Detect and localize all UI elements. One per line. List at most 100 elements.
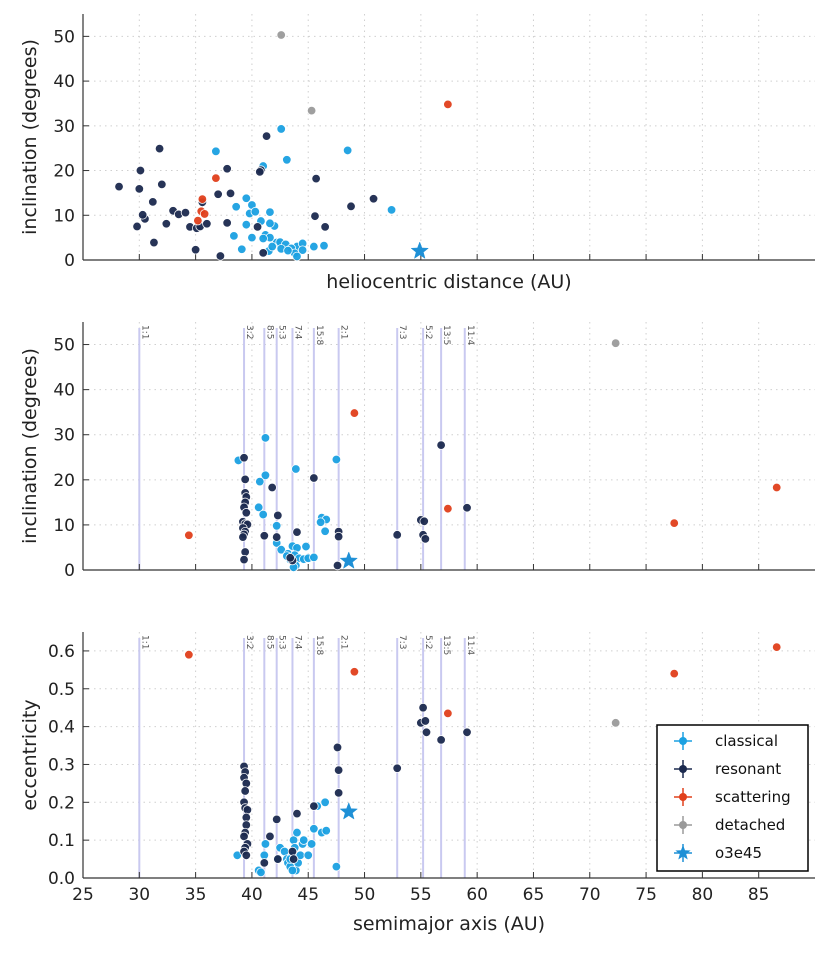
point-classical — [315, 517, 326, 527]
resonance-label: 5:2 — [423, 635, 433, 649]
point-resonant — [332, 560, 343, 571]
point-resonant — [346, 201, 356, 212]
point-classical — [321, 825, 331, 836]
point-detached — [610, 718, 621, 728]
point-classical — [247, 232, 257, 243]
point-resonant — [161, 219, 172, 229]
point-resonant — [239, 831, 249, 842]
point-classical — [260, 470, 271, 481]
resonance-label: 7:3 — [397, 635, 407, 649]
y-tick-label: 40 — [53, 381, 75, 401]
point-o3e45 — [339, 802, 359, 820]
point-resonant — [239, 453, 249, 463]
resonance-label: 3:2 — [244, 635, 254, 649]
point-scattering — [184, 650, 194, 660]
point-resonant — [225, 188, 236, 199]
point-classical — [276, 124, 286, 134]
point-resonant — [309, 801, 319, 811]
legend: classical resonant scattering detached o3e45 — [656, 724, 809, 872]
legend-marker-dot — [679, 765, 687, 773]
point-classical — [297, 245, 308, 255]
point-o3e45 — [410, 241, 429, 259]
point-classical — [292, 827, 302, 838]
point-resonant — [285, 553, 295, 563]
point-resonant — [114, 181, 124, 192]
point-classical — [241, 219, 251, 230]
point-scattering — [349, 667, 360, 677]
x-tick-label: 60 — [466, 885, 488, 905]
point-resonant — [333, 531, 344, 542]
point-resonant — [420, 716, 431, 726]
point-resonant — [420, 534, 431, 544]
point-classical — [250, 206, 261, 217]
x-tick-label: 50 — [354, 885, 376, 905]
point-resonant — [157, 179, 167, 190]
point-scattering — [772, 482, 782, 493]
point-resonant — [149, 237, 159, 248]
point-resonant — [462, 727, 472, 737]
point-classical — [287, 865, 298, 876]
y-tick-label: 0 — [64, 561, 75, 581]
point-classical — [265, 207, 275, 217]
x-axis-label: heliocentric distance (AU) — [326, 271, 571, 293]
point-scattering — [349, 408, 360, 418]
point-classical — [331, 861, 342, 872]
y-tick-label: 20 — [53, 162, 75, 182]
point-scattering — [669, 668, 679, 679]
point-resonant — [202, 219, 212, 229]
point-resonant — [462, 503, 472, 513]
point-resonant — [135, 165, 146, 176]
resonance-label: 13:5 — [441, 325, 451, 345]
y-tick-label: 10 — [53, 516, 75, 536]
point-classical — [306, 839, 317, 849]
y-tick-label: 30 — [53, 426, 75, 446]
legend-label-o3e45: o3e45 — [715, 844, 762, 862]
resonance-label: 11:4 — [465, 325, 475, 345]
point-resonant — [333, 765, 344, 775]
point-resonant — [436, 440, 446, 450]
point-classical — [319, 240, 329, 251]
point-resonant — [238, 532, 248, 542]
resonance-label: 15:8 — [314, 635, 324, 655]
point-resonant — [419, 516, 429, 527]
point-scattering — [193, 215, 203, 226]
x-tick-label: 25 — [72, 885, 94, 905]
point-classical — [276, 545, 286, 555]
point-classical — [303, 850, 313, 860]
point-resonant — [240, 786, 250, 796]
legend-marker-dot — [679, 793, 687, 801]
panel-1: 0 10 20 30 40 50 inclination (degrees) heliocen… — [19, 14, 815, 293]
point-scattering — [443, 99, 453, 110]
point-classical — [260, 433, 271, 443]
point-resonant — [222, 218, 232, 228]
y-tick-label: 40 — [53, 72, 75, 92]
point-resonant — [148, 197, 158, 207]
point-classical — [253, 502, 264, 513]
point-detached — [276, 30, 286, 40]
point-resonant — [271, 814, 282, 825]
legend-marker-dot — [679, 821, 687, 829]
point-resonant — [368, 194, 379, 204]
point-classical — [291, 464, 301, 474]
point-classical — [309, 241, 319, 252]
x-tick-label: 35 — [185, 885, 207, 905]
y-tick-label: 0.4 — [48, 718, 75, 738]
point-resonant — [240, 474, 250, 485]
y-axis-label: inclination (degrees) — [19, 348, 41, 544]
legend-label-classical: classical — [715, 732, 778, 750]
point-resonant — [332, 742, 343, 753]
resonance-label: 5:2 — [423, 325, 433, 339]
point-resonant — [215, 251, 226, 261]
point-resonant — [265, 831, 275, 842]
point-resonant — [288, 854, 299, 864]
point-classical — [258, 509, 268, 520]
resonance-label: 13:5 — [441, 635, 451, 655]
point-scattering — [199, 209, 210, 219]
point-resonant — [292, 527, 302, 537]
point-classical — [283, 245, 293, 256]
resonance-label: 15:8 — [314, 325, 324, 345]
point-resonant — [292, 808, 302, 819]
point-classical — [309, 824, 319, 834]
panel-3: 1:1 3:2 8:5 5:3 7:4 15:8 2:1 7:3 5:2 13:5 11:4 25 30… — [19, 632, 815, 935]
